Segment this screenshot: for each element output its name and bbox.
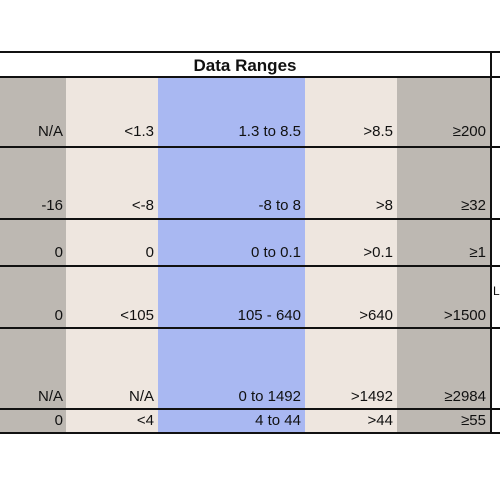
table-cell: >1500 xyxy=(443,307,486,324)
table-row: 0 <105 105 - 640 >640 >1500 xyxy=(0,306,490,326)
column-background-5 xyxy=(397,78,490,434)
table-title: Data Ranges xyxy=(193,56,297,75)
table-cell: >8.5 xyxy=(363,123,393,140)
table-cell: 0 to 1492 xyxy=(238,388,301,405)
row-divider xyxy=(0,432,500,434)
column-background-1 xyxy=(0,78,66,434)
clipped-label-fragment: L xyxy=(493,284,500,298)
row-divider xyxy=(0,218,500,220)
table-header-band: Data Ranges xyxy=(0,51,500,78)
table-cell: <4 xyxy=(136,412,154,429)
table-cell: -8 to 8 xyxy=(258,197,301,214)
row-divider xyxy=(0,327,500,329)
table-cell: >1492 xyxy=(350,388,393,405)
table-cell: ≥2984 xyxy=(444,388,486,405)
table-cell: <-8 xyxy=(131,197,154,214)
table-cell: ≥55 xyxy=(461,412,486,429)
row-divider xyxy=(0,265,500,267)
column-background-2 xyxy=(66,78,158,434)
table-cell: <1.3 xyxy=(124,123,154,140)
table-cell: N/A xyxy=(128,388,154,405)
data-ranges-table: N/A <1.3 1.3 to 8.5 >8.5 ≥200 -16 <-8 -8… xyxy=(0,78,500,434)
table-cell: N/A xyxy=(37,388,63,405)
table-row: N/A N/A 0 to 1492 >1492 ≥2984 xyxy=(0,387,490,407)
row-divider xyxy=(0,408,500,410)
table-row: 0 0 0 to 0.1 >0.1 ≥1 xyxy=(0,243,490,263)
table-row: N/A <1.3 1.3 to 8.5 >8.5 ≥200 xyxy=(0,122,490,142)
table-cell: N/A xyxy=(37,123,63,140)
table-cell: ≥1 xyxy=(469,244,486,261)
table-cell: 1.3 to 8.5 xyxy=(238,123,301,140)
column-background-3 xyxy=(158,78,305,434)
table-cell: <105 xyxy=(120,307,154,324)
table-cell: >0.1 xyxy=(363,244,393,261)
table-cell: 0 xyxy=(54,412,63,429)
table-cell: 0 xyxy=(54,307,63,324)
page-edge-divider xyxy=(490,51,492,434)
table-cell: 0 xyxy=(54,244,63,261)
table-cell: >44 xyxy=(367,412,393,429)
table-cell: 0 to 0.1 xyxy=(250,244,301,261)
table-row: 0 <4 4 to 44 >44 ≥55 xyxy=(0,411,490,431)
table-cell: 0 xyxy=(145,244,154,261)
row-divider xyxy=(0,146,500,148)
table-cell: ≥200 xyxy=(452,123,486,140)
table-row: -16 <-8 -8 to 8 >8 ≥32 xyxy=(0,196,490,216)
column-background-4 xyxy=(305,78,397,434)
table-cell: >8 xyxy=(375,197,393,214)
table-cell: 105 - 640 xyxy=(237,307,301,324)
table-cell: ≥32 xyxy=(461,197,486,214)
table-cell: -16 xyxy=(41,197,63,214)
table-cell: 4 to 44 xyxy=(255,412,301,429)
table-cell: >640 xyxy=(359,307,393,324)
